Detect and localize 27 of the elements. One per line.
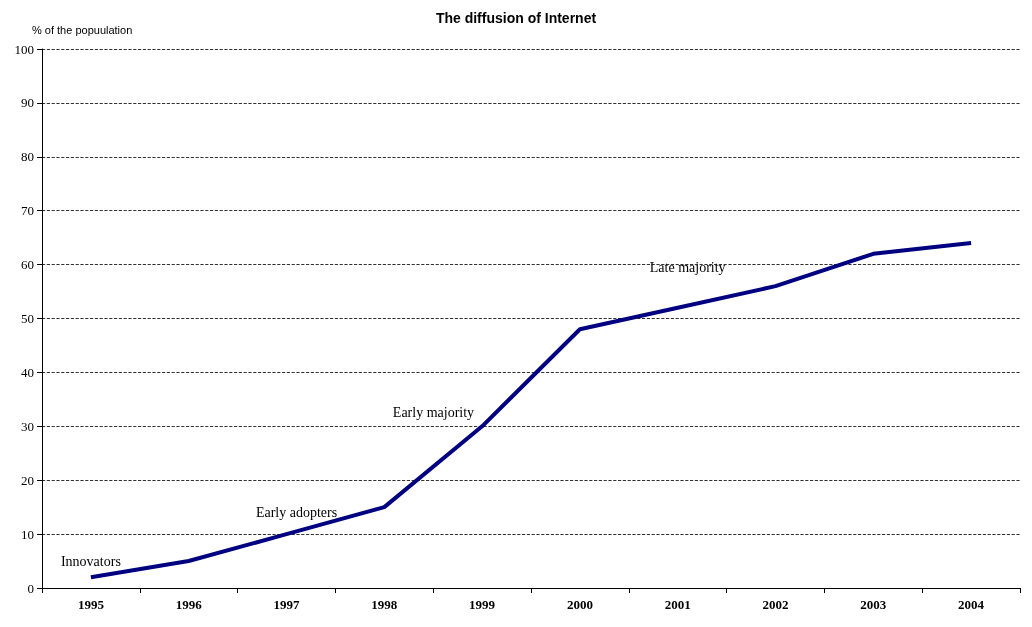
x-tick-label: 2003 [860,597,887,612]
chart-title: The diffusion of Internet [435,10,597,26]
x-tick-label: 2001 [664,597,691,612]
x-tick-label: 1997 [273,597,300,612]
annotation: Innovators [60,553,121,569]
y-axis-title: % of the popuulation [32,23,133,36]
y-tick-label: 70 [21,203,34,219]
x-tick-label: 2004 [958,597,985,612]
x-tick-label: 1996 [175,597,203,612]
x-tick-label: 1999 [469,597,496,612]
annotation: Early majority [392,404,475,420]
y-tick-label: 20 [21,472,34,488]
y-tick-label: 40 [21,364,34,380]
y-tick-label: 10 [21,526,34,542]
x-tick-label: 1998 [371,597,398,612]
y-tick-label: 90 [21,95,34,111]
y-tick-label: 30 [21,418,34,434]
annotation: Late majority [649,260,726,276]
x-tick-label: 2000 [566,597,593,612]
y-tick-label: 100 [14,41,34,57]
y-tick-label: 60 [21,257,34,273]
y-tick-label: 0 [27,580,34,596]
x-tick-label: 2002 [762,597,789,612]
annotation: Early adopters [255,504,338,520]
y-tick-label: 50 [21,311,34,326]
y-tick-label: 80 [21,149,34,165]
x-tick-label: 1995 [77,597,105,612]
